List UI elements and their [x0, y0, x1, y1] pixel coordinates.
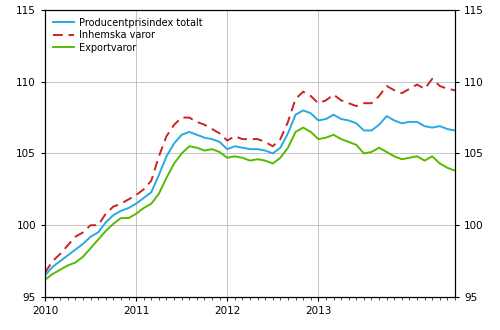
Inhemska varor: [42, 271, 48, 275]
Inhemska varor: [88, 223, 94, 227]
Producentprisindex totalt: [300, 108, 306, 112]
Producentprisindex totalt: [118, 209, 124, 213]
Producentprisindex totalt: [194, 133, 200, 137]
Producentprisindex totalt: [88, 235, 94, 239]
Inhemska varor: [406, 87, 412, 91]
Inhemska varor: [118, 202, 124, 206]
Exportvaror: [444, 166, 450, 170]
Exportvaror: [452, 169, 458, 173]
Exportvaror: [414, 154, 420, 158]
Legend: Producentprisindex totalt, Inhemska varor, Exportvaror: Producentprisindex totalt, Inhemska varo…: [50, 15, 205, 55]
Exportvaror: [194, 146, 200, 150]
Producentprisindex totalt: [140, 196, 146, 200]
Line: Exportvaror: Exportvaror: [45, 128, 455, 280]
Producentprisindex totalt: [42, 274, 48, 278]
Exportvaror: [42, 278, 48, 282]
Exportvaror: [118, 216, 124, 220]
Producentprisindex totalt: [414, 120, 420, 124]
Producentprisindex totalt: [452, 128, 458, 132]
Producentprisindex totalt: [444, 127, 450, 131]
Line: Inhemska varor: Inhemska varor: [45, 79, 455, 273]
Inhemska varor: [429, 77, 435, 81]
Inhemska varor: [444, 87, 450, 91]
Line: Producentprisindex totalt: Producentprisindex totalt: [45, 110, 455, 276]
Inhemska varor: [452, 88, 458, 92]
Inhemska varor: [194, 120, 200, 124]
Exportvaror: [300, 126, 306, 130]
Inhemska varor: [140, 187, 146, 191]
Exportvaror: [140, 206, 146, 210]
Exportvaror: [88, 246, 94, 250]
